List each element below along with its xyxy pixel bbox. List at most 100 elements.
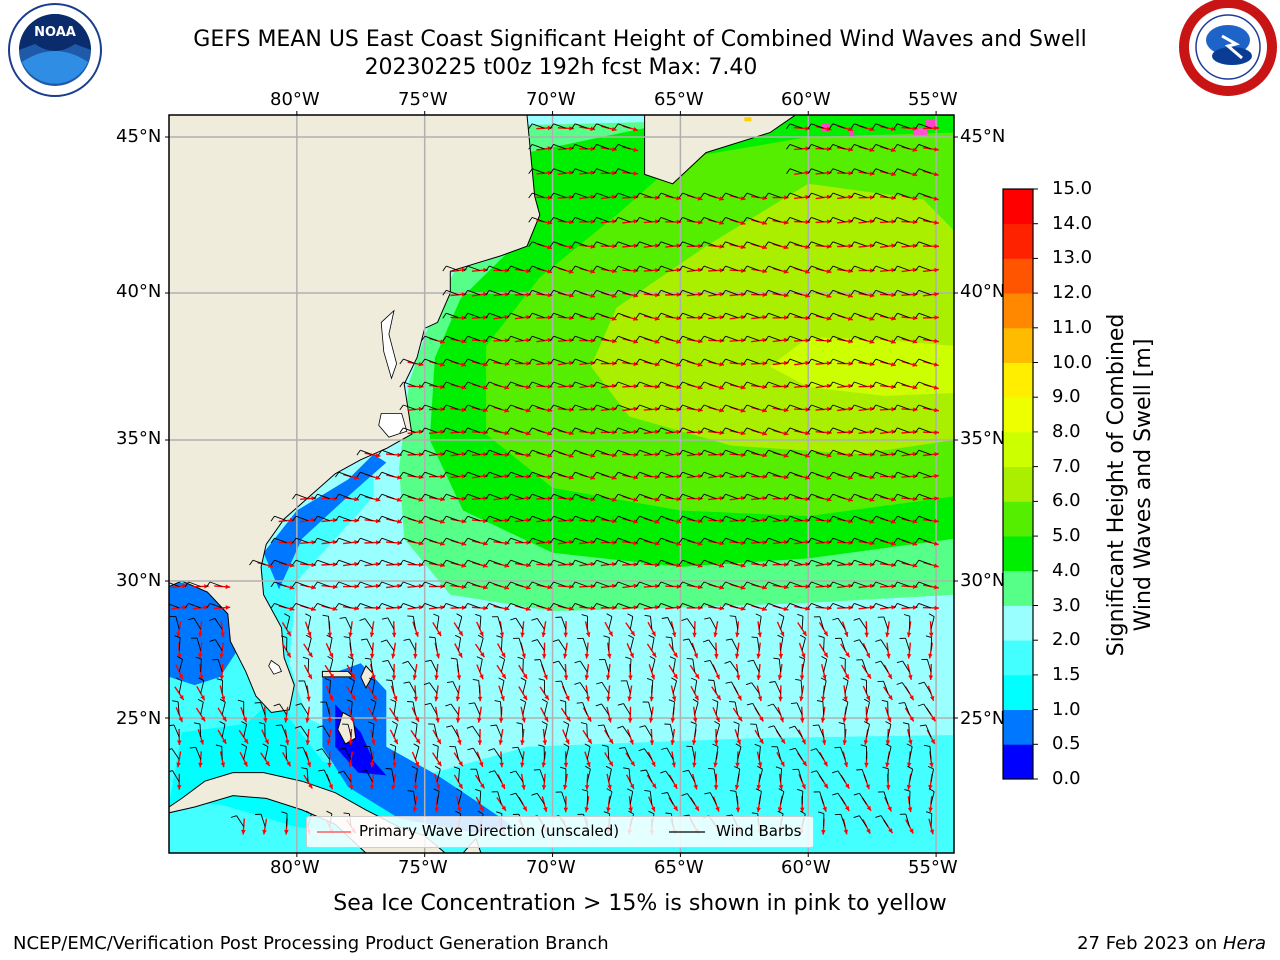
wave-arrow-head xyxy=(891,584,896,589)
lat-tick-right: 45°N xyxy=(960,126,1006,147)
wind-barb-shaft xyxy=(217,659,223,673)
vector-cell xyxy=(657,381,682,390)
lake-okeechobee xyxy=(268,659,283,675)
wind-barb-flag xyxy=(592,335,597,342)
vector-cell xyxy=(463,493,488,501)
wave-arrow-head xyxy=(934,496,939,501)
wave-arrow-head xyxy=(633,540,639,546)
vector-cell xyxy=(270,559,295,568)
vector-cell xyxy=(914,404,940,413)
wind-barb-flag xyxy=(872,358,877,365)
vector-cell xyxy=(549,537,574,545)
vector-cell xyxy=(743,471,768,479)
vector-cell xyxy=(571,537,596,545)
wind-barb-shaft xyxy=(651,637,655,651)
wave-arrow-head xyxy=(504,606,510,611)
wind-barb-shaft xyxy=(295,515,309,522)
vector-cell xyxy=(764,358,789,366)
wind-barb-flag xyxy=(313,581,318,588)
wind-barb-shaft xyxy=(403,581,416,587)
wave-arrow-head xyxy=(182,605,188,610)
wind-barb-flag xyxy=(700,312,705,319)
wind-barb-shaft xyxy=(768,358,781,365)
vector-cell xyxy=(356,537,381,545)
wave-arrow-head xyxy=(934,244,939,249)
wind-barb-shaft xyxy=(768,265,781,271)
vector-cell xyxy=(914,581,939,590)
wave-arrow-head xyxy=(547,125,553,131)
wind-barb-shaft xyxy=(897,602,910,609)
wave-arrow-head xyxy=(633,519,638,524)
wind-barb-flag xyxy=(925,635,932,639)
wind-barb-shaft xyxy=(897,493,910,500)
vector-cell xyxy=(914,335,939,344)
wind-barb-flag xyxy=(571,217,576,223)
wave-arrow-head xyxy=(869,293,875,298)
vector-cell xyxy=(592,427,617,435)
wind-barb-flag xyxy=(592,123,597,129)
wind-barb-flag xyxy=(403,638,410,641)
wind-barb-flag xyxy=(743,603,748,609)
wind-barb-shaft xyxy=(175,616,180,630)
wind-barb-flag xyxy=(420,358,426,365)
wind-barb-flag xyxy=(356,515,361,522)
wind-barb-shaft xyxy=(446,312,459,319)
vector-cell xyxy=(721,216,746,225)
vector-cell xyxy=(270,515,295,523)
vector-cell xyxy=(786,427,811,436)
wind-barb-flag xyxy=(399,404,404,411)
wind-barb-shaft xyxy=(768,241,781,247)
vector-cell xyxy=(614,537,639,546)
wave-arrow-head xyxy=(608,631,613,637)
wind-barb-shaft xyxy=(446,289,459,296)
wind-barb-shaft xyxy=(746,515,760,522)
wind-barb-flag xyxy=(592,581,597,588)
wind-barb-shaft xyxy=(725,559,738,566)
vector-cell xyxy=(335,471,359,480)
wind-barb-shaft xyxy=(854,335,867,342)
wind-barb-shaft xyxy=(446,602,459,609)
vector-cell xyxy=(657,602,682,610)
wind-barb-flag xyxy=(914,290,920,296)
wave-arrow-head xyxy=(933,563,939,568)
wave-arrow-head xyxy=(547,337,553,343)
wind-barb-shaft xyxy=(596,216,609,223)
wind-barb-shaft xyxy=(789,515,803,522)
colorbar-swatch xyxy=(1003,709,1033,745)
wind-barb-flag xyxy=(549,537,554,544)
wind-barb-shaft xyxy=(617,192,631,198)
wind-barb-flag xyxy=(614,192,619,199)
vector-cell xyxy=(442,537,467,546)
wind-barb-shaft xyxy=(467,335,481,342)
wave-arrow-head xyxy=(740,385,746,390)
wave-arrow-head xyxy=(461,292,467,297)
colorbar-swatch xyxy=(1003,640,1033,676)
wind-barb-flag xyxy=(549,427,554,434)
wave-arrow-head xyxy=(569,562,574,567)
wind-barb-shaft xyxy=(553,537,566,544)
wind-barb-shaft xyxy=(682,265,695,271)
wave-arrow-head xyxy=(697,362,703,367)
wind-barb-flag xyxy=(678,217,683,223)
wind-barb-shaft xyxy=(553,581,566,587)
wave-arrow-head xyxy=(783,540,789,545)
vector-cell xyxy=(313,581,338,590)
wind-barb-flag xyxy=(764,217,769,223)
wind-barb-shaft xyxy=(682,404,695,410)
wave-arrow-head xyxy=(525,408,531,413)
wave-arrow-head xyxy=(480,652,485,658)
wave-arrow-head xyxy=(584,653,590,659)
wind-barb-flag xyxy=(700,537,705,544)
wave-arrow-head xyxy=(741,292,746,297)
vector-cell xyxy=(549,335,574,343)
wind-barb-flag xyxy=(657,493,662,500)
wind-barb-flag xyxy=(786,381,791,388)
wind-barb-flag xyxy=(914,581,920,588)
wind-barb-flag xyxy=(420,449,426,456)
wave-arrow-head xyxy=(590,360,596,366)
wind-barb-flag xyxy=(506,515,512,522)
wind-barb-flag xyxy=(657,404,662,411)
vector-cell xyxy=(571,168,596,175)
wave-arrow-head xyxy=(547,146,553,151)
wind-barb-shaft xyxy=(725,427,738,433)
